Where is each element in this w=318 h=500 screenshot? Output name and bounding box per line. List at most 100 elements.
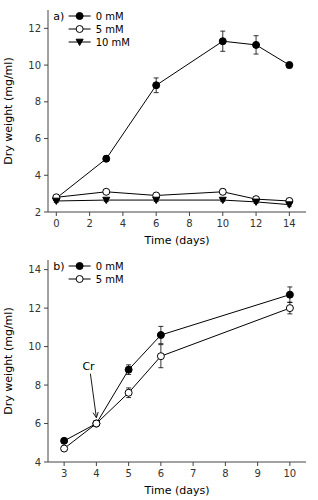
error-bar	[287, 62, 292, 68]
data-point	[219, 38, 226, 45]
x-tick	[122, 212, 123, 216]
x-tick	[128, 462, 129, 466]
y-tick	[44, 138, 48, 139]
x-tick	[189, 212, 190, 216]
legend-marker	[76, 39, 83, 45]
data-point	[125, 389, 132, 396]
y-tick-label: 12	[28, 23, 41, 34]
data-point	[53, 198, 60, 204]
y-axis-label: Dry weight (mg/ml)	[2, 307, 15, 414]
error-bar	[158, 345, 163, 368]
y-tick	[44, 175, 48, 176]
annotation-arrow	[90, 374, 96, 418]
data-point	[103, 197, 110, 203]
legend-marker	[76, 263, 83, 270]
data-point	[103, 188, 110, 195]
legend-marker	[76, 13, 83, 20]
y-tick	[44, 346, 48, 347]
x-tick	[225, 462, 226, 466]
x-tick-label: 14	[283, 218, 296, 229]
legend-label: 0 mM	[96, 11, 124, 22]
data-point	[286, 291, 293, 298]
y-tick-label: 10	[28, 341, 41, 352]
y-tick-label: 10	[28, 60, 41, 71]
y-axis	[48, 10, 49, 212]
y-tick	[44, 101, 48, 102]
x-tick-label: 10	[284, 468, 297, 479]
legend-label: 0 mM	[96, 261, 124, 272]
data-point	[253, 199, 260, 205]
data-point	[219, 188, 226, 195]
panel-label: a)	[53, 10, 64, 23]
legend-marker	[76, 26, 83, 33]
error-bar	[220, 189, 225, 195]
y-tick	[44, 269, 48, 270]
data-point	[93, 420, 100, 427]
error-bar	[158, 326, 163, 343]
x-axis-label: Time (days)	[144, 234, 210, 247]
data-point	[219, 197, 226, 203]
y-tick-label: 6	[35, 133, 41, 144]
x-axis	[48, 212, 306, 213]
legend: 0 mM5 mM	[69, 261, 124, 285]
x-tick	[257, 462, 258, 466]
y-tick-label: 12	[28, 303, 41, 314]
error-bar	[287, 287, 292, 302]
plot-area	[53, 31, 293, 208]
x-axis-label: Time (days)	[144, 484, 210, 497]
y-tick-label: 4	[35, 170, 41, 181]
x-tick-label: 0	[53, 218, 59, 229]
series-line	[64, 295, 290, 441]
data-point	[153, 197, 160, 203]
x-tick	[156, 212, 157, 216]
error-bar	[287, 302, 292, 314]
data-point	[153, 82, 160, 89]
panel-label: b)	[53, 260, 64, 273]
x-tick-label: 5	[125, 468, 131, 479]
error-bar	[104, 156, 109, 162]
legend-label: 5 mM	[96, 24, 124, 35]
x-tick	[64, 462, 65, 466]
x-tick-label: 4	[120, 218, 126, 229]
legend-label: 10 mM	[96, 37, 130, 48]
y-tick-label: 2	[35, 207, 41, 218]
data-point	[286, 202, 293, 208]
y-tick-label: 6	[35, 418, 41, 429]
error-bar	[254, 36, 259, 54]
y-tick-label: 4	[35, 457, 41, 468]
y-tick-label: 14	[28, 264, 41, 275]
plot-area	[61, 287, 294, 452]
data-point	[253, 41, 260, 48]
x-tick	[222, 212, 223, 216]
data-point	[157, 332, 164, 339]
error-bar	[220, 31, 225, 51]
series-line	[64, 308, 290, 448]
y-tick-label: 8	[35, 380, 41, 391]
series-line	[56, 41, 289, 198]
y-tick-label: 8	[35, 96, 41, 107]
x-axis	[48, 462, 306, 463]
panel: 345678910468101214Time (days)Dry weight …	[0, 250, 318, 500]
annotation-arrowhead	[93, 412, 98, 418]
error-bar	[94, 421, 99, 427]
x-tick-label: 7	[190, 468, 196, 479]
x-tick	[193, 462, 194, 466]
x-tick	[256, 212, 257, 216]
y-tick	[44, 65, 48, 66]
data-point	[93, 420, 100, 427]
data-point	[61, 437, 68, 444]
y-axis	[48, 260, 49, 462]
x-tick-label: 2	[86, 218, 92, 229]
y-axis-label: Dry weight (mg/ml)	[2, 57, 15, 164]
error-bar	[126, 365, 131, 375]
legend: 0 mM 5 mM 10 mM	[69, 11, 130, 48]
data-point	[286, 305, 293, 312]
y-tick	[44, 28, 48, 29]
x-tick-label: 6	[158, 468, 164, 479]
y-tick	[44, 212, 48, 213]
x-tick	[160, 462, 161, 466]
x-tick	[289, 462, 290, 466]
x-tick-label: 9	[254, 468, 260, 479]
data-point	[286, 62, 293, 69]
y-tick	[44, 462, 48, 463]
